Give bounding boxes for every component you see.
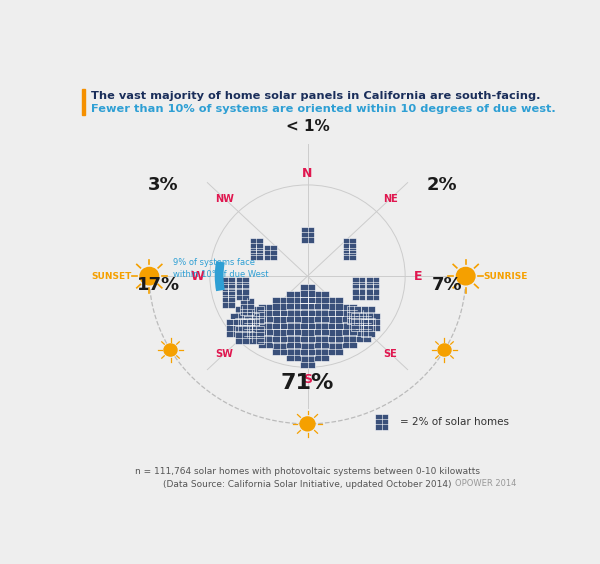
Text: 17%: 17%: [137, 276, 180, 294]
Text: 2%: 2%: [427, 176, 458, 194]
FancyBboxPatch shape: [272, 310, 287, 329]
FancyBboxPatch shape: [249, 326, 263, 343]
FancyBboxPatch shape: [286, 317, 301, 336]
FancyBboxPatch shape: [236, 284, 249, 301]
Text: SUNRISE: SUNRISE: [484, 272, 528, 281]
FancyBboxPatch shape: [300, 284, 315, 303]
Text: OPOWER 2014: OPOWER 2014: [455, 479, 517, 488]
Text: 7%: 7%: [431, 276, 463, 294]
FancyBboxPatch shape: [301, 227, 314, 243]
FancyBboxPatch shape: [300, 323, 315, 342]
FancyBboxPatch shape: [286, 303, 301, 323]
FancyBboxPatch shape: [250, 238, 263, 253]
FancyBboxPatch shape: [240, 298, 254, 315]
Text: SE: SE: [383, 349, 397, 359]
FancyBboxPatch shape: [250, 245, 263, 260]
FancyBboxPatch shape: [366, 276, 379, 293]
FancyBboxPatch shape: [221, 292, 235, 308]
FancyBboxPatch shape: [341, 303, 357, 323]
FancyBboxPatch shape: [328, 336, 343, 355]
FancyBboxPatch shape: [343, 238, 356, 253]
FancyBboxPatch shape: [244, 313, 259, 331]
FancyBboxPatch shape: [249, 306, 263, 324]
FancyBboxPatch shape: [258, 317, 274, 336]
Text: E: E: [413, 270, 422, 283]
Text: = 2% of solar homes: = 2% of solar homes: [400, 417, 509, 426]
FancyBboxPatch shape: [286, 290, 301, 310]
Circle shape: [438, 344, 451, 356]
FancyBboxPatch shape: [300, 297, 315, 316]
FancyBboxPatch shape: [258, 303, 274, 323]
FancyBboxPatch shape: [221, 276, 235, 293]
Text: 3%: 3%: [148, 176, 179, 194]
Text: NW: NW: [215, 193, 234, 204]
FancyBboxPatch shape: [272, 323, 287, 342]
FancyBboxPatch shape: [230, 313, 245, 331]
FancyBboxPatch shape: [361, 319, 375, 337]
FancyBboxPatch shape: [328, 323, 343, 342]
Text: N: N: [302, 166, 313, 179]
Text: 9% of systems face
within 10° of due West: 9% of systems face within 10° of due Wes…: [173, 258, 268, 279]
FancyBboxPatch shape: [352, 276, 365, 293]
Circle shape: [457, 267, 475, 285]
Text: 71%: 71%: [281, 373, 334, 393]
FancyBboxPatch shape: [240, 319, 254, 337]
Circle shape: [164, 344, 177, 356]
Circle shape: [300, 417, 315, 431]
Text: S: S: [303, 373, 312, 386]
FancyBboxPatch shape: [286, 343, 301, 362]
FancyBboxPatch shape: [264, 245, 277, 260]
FancyBboxPatch shape: [352, 313, 366, 331]
Text: SW: SW: [215, 349, 233, 359]
FancyBboxPatch shape: [272, 336, 287, 355]
Text: n = 111,764 solar homes with photovoltaic systems between 0-10 kilowatts
(Data S: n = 111,764 solar homes with photovoltai…: [135, 468, 480, 489]
FancyBboxPatch shape: [236, 276, 249, 293]
Text: The vast majority of home solar panels in California are south-facing.: The vast majority of home solar panels i…: [91, 91, 541, 102]
FancyBboxPatch shape: [343, 245, 356, 260]
FancyBboxPatch shape: [226, 319, 241, 337]
FancyBboxPatch shape: [272, 297, 287, 316]
FancyBboxPatch shape: [300, 310, 315, 329]
FancyBboxPatch shape: [314, 290, 329, 310]
FancyBboxPatch shape: [352, 284, 365, 301]
FancyBboxPatch shape: [314, 317, 329, 336]
FancyBboxPatch shape: [314, 303, 329, 323]
FancyBboxPatch shape: [356, 323, 371, 342]
Text: < 1%: < 1%: [286, 119, 329, 134]
Text: NE: NE: [383, 193, 398, 204]
FancyBboxPatch shape: [286, 330, 301, 349]
FancyBboxPatch shape: [244, 323, 259, 342]
FancyBboxPatch shape: [300, 336, 315, 355]
FancyBboxPatch shape: [365, 313, 380, 331]
FancyBboxPatch shape: [221, 284, 235, 301]
FancyBboxPatch shape: [235, 326, 250, 343]
Text: Fewer than 10% of systems are oriented within 10 degrees of due west.: Fewer than 10% of systems are oriented w…: [91, 104, 556, 114]
Bar: [82, 90, 85, 114]
FancyBboxPatch shape: [328, 310, 343, 329]
Text: W: W: [190, 270, 204, 283]
Text: SUNSET: SUNSET: [91, 272, 131, 281]
FancyBboxPatch shape: [258, 330, 274, 349]
Wedge shape: [215, 261, 225, 291]
FancyBboxPatch shape: [376, 413, 388, 430]
FancyBboxPatch shape: [300, 349, 315, 368]
FancyBboxPatch shape: [341, 317, 357, 336]
FancyBboxPatch shape: [328, 297, 343, 316]
FancyBboxPatch shape: [314, 343, 329, 362]
FancyBboxPatch shape: [244, 310, 259, 329]
Circle shape: [140, 267, 158, 285]
FancyBboxPatch shape: [314, 330, 329, 349]
FancyBboxPatch shape: [366, 284, 379, 301]
FancyBboxPatch shape: [341, 330, 357, 349]
FancyBboxPatch shape: [300, 290, 315, 310]
FancyBboxPatch shape: [361, 306, 375, 324]
FancyBboxPatch shape: [235, 306, 250, 324]
FancyBboxPatch shape: [356, 310, 371, 329]
FancyBboxPatch shape: [347, 306, 361, 324]
